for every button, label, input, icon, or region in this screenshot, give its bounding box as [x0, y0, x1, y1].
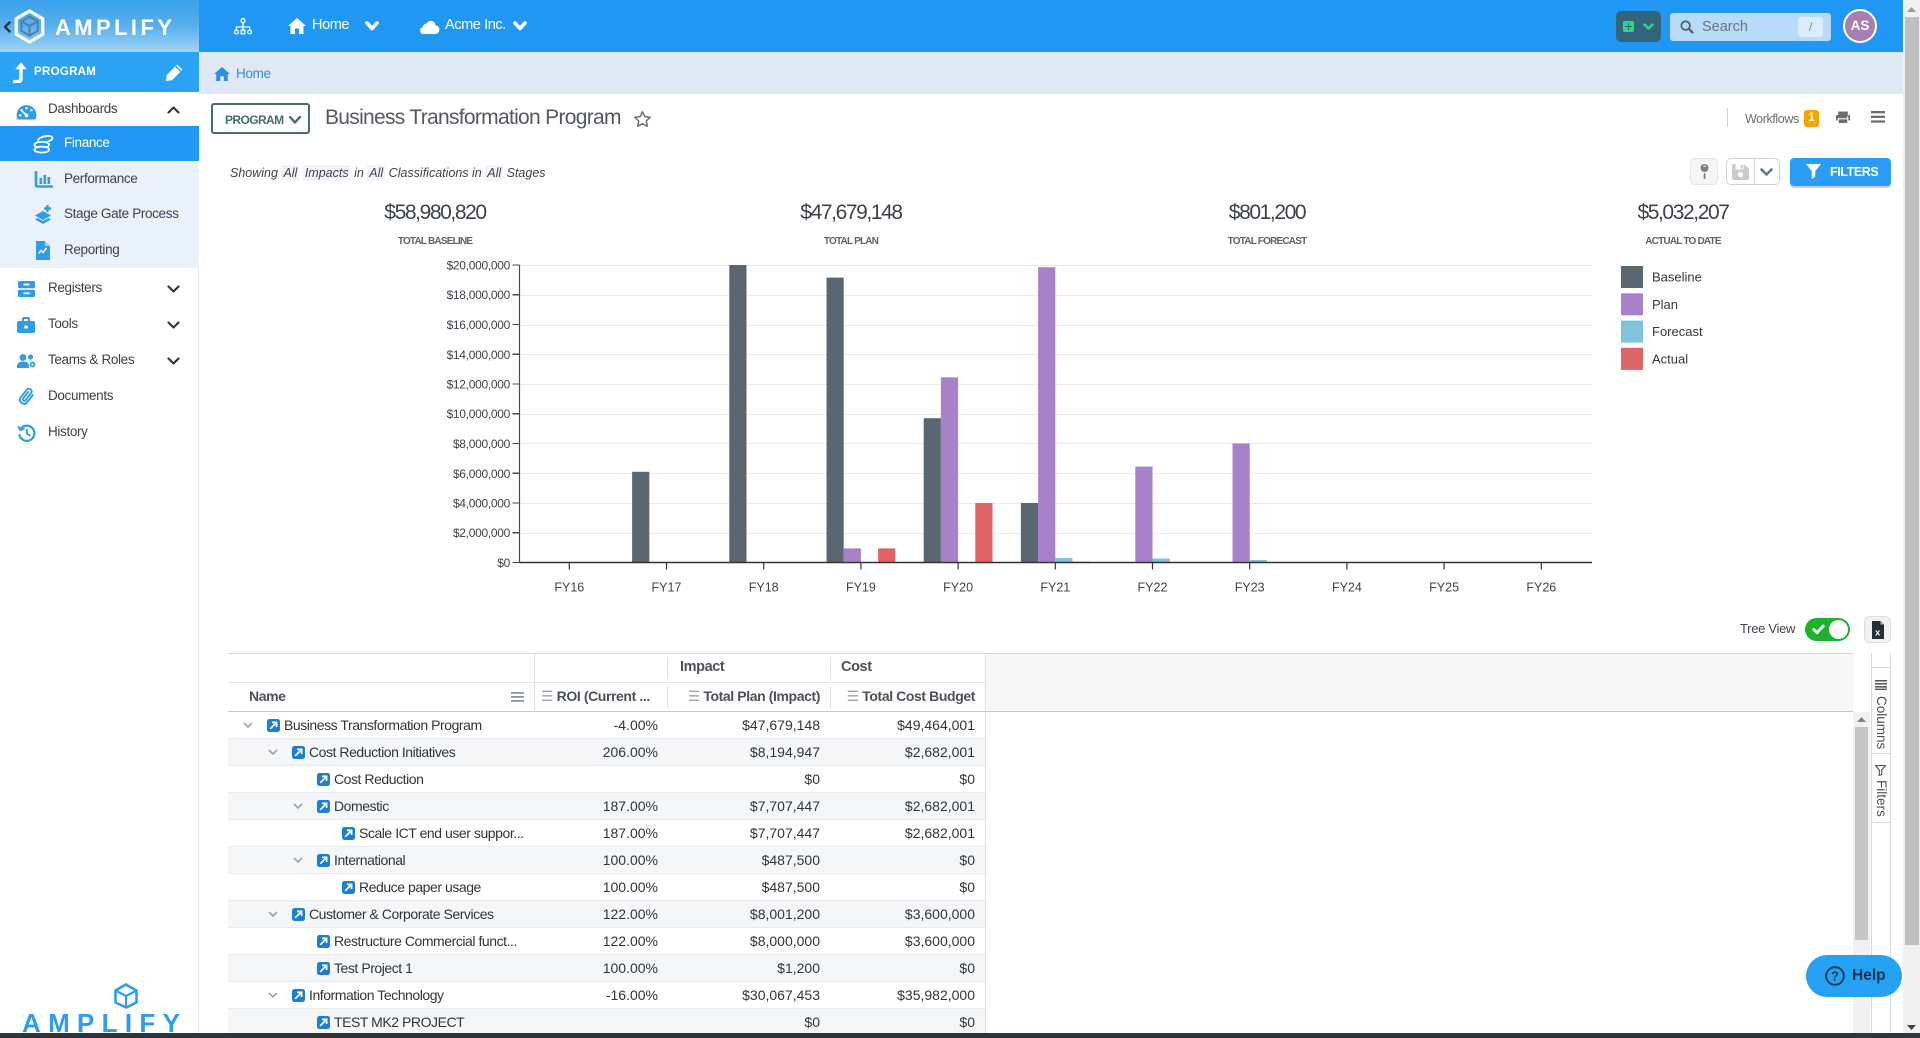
svg-text:$20,000,000: $20,000,000 [447, 259, 511, 273]
svg-text:$6,000,000: $6,000,000 [453, 467, 511, 481]
svg-text:FY22: FY22 [1138, 581, 1168, 595]
svg-text:FY17: FY17 [652, 581, 682, 595]
svg-text:$12,000,000: $12,000,000 [447, 378, 511, 392]
svg-text:FY24: FY24 [1332, 581, 1362, 595]
svg-text:FY25: FY25 [1429, 581, 1459, 595]
svg-text:$18,000,000: $18,000,000 [447, 288, 511, 302]
svg-text:FY18: FY18 [749, 581, 779, 595]
svg-text:Actual: Actual [1652, 351, 1688, 366]
svg-text:$0: $0 [497, 556, 510, 570]
svg-text:$2,000,000: $2,000,000 [453, 526, 511, 540]
svg-text:FY20: FY20 [943, 581, 973, 595]
svg-text:$14,000,000: $14,000,000 [447, 348, 511, 362]
svg-text:Forecast: Forecast [1652, 324, 1703, 339]
svg-text:Baseline: Baseline [1652, 270, 1702, 285]
svg-text:$4,000,000: $4,000,000 [453, 497, 511, 511]
svg-text:$16,000,000: $16,000,000 [447, 318, 511, 332]
svg-text:FY19: FY19 [846, 581, 876, 595]
svg-text:FY23: FY23 [1235, 581, 1265, 595]
svg-text:Plan: Plan [1652, 297, 1678, 312]
svg-text:FY16: FY16 [554, 581, 584, 595]
svg-text:FY21: FY21 [1040, 581, 1070, 595]
svg-text:x: x [1875, 628, 1881, 639]
svg-text:FY26: FY26 [1526, 581, 1556, 595]
svg-text:$8,000,000: $8,000,000 [453, 437, 511, 451]
svg-text:$10,000,000: $10,000,000 [447, 407, 511, 421]
svg-text:?: ? [1831, 970, 1839, 984]
